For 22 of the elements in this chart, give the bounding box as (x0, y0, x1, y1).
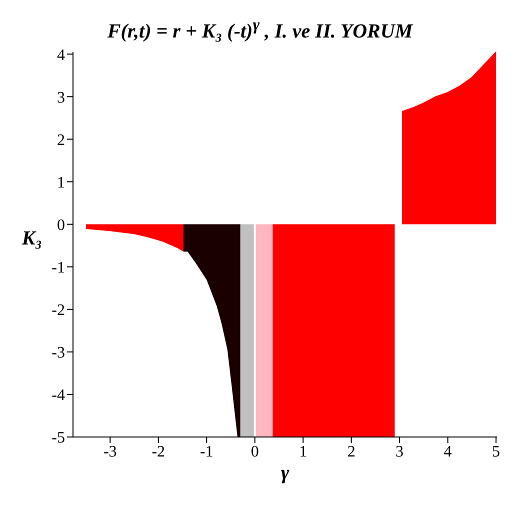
y-tick-label: -4 (52, 387, 65, 404)
y-tick-label: -2 (52, 302, 65, 320)
y-tick-label: 2 (57, 132, 65, 149)
x-tick-label: 0 (250, 443, 259, 460)
y-tick-label: -5 (52, 430, 65, 447)
x-tick-label: 1 (299, 443, 308, 460)
x-tick-label: -2 (152, 443, 166, 460)
x-axis-title: γ (280, 462, 290, 484)
y-tick-label: -1 (52, 260, 65, 277)
y-tick-label: 0 (57, 216, 65, 234)
x-tick-label: 5 (492, 443, 500, 460)
x-tick-label: 4 (444, 443, 452, 460)
x-tick-label: -3 (103, 443, 117, 460)
x-tick-label: 2 (347, 443, 356, 460)
chart-title: F(r,t) = r + K₃ (-t)$^{γ}$ , I. ve II. YORUM (106, 14, 414, 43)
y-tick-label: 1 (57, 174, 65, 192)
y-tick-label: 4 (57, 46, 65, 64)
x-tick-label: -1 (200, 443, 214, 460)
y-tick-label: -3 (52, 344, 65, 362)
y-axis-title: K₃ (20, 228, 42, 250)
x-tick-label: 3 (396, 443, 404, 460)
y-tick-label: 3 (57, 89, 65, 106)
